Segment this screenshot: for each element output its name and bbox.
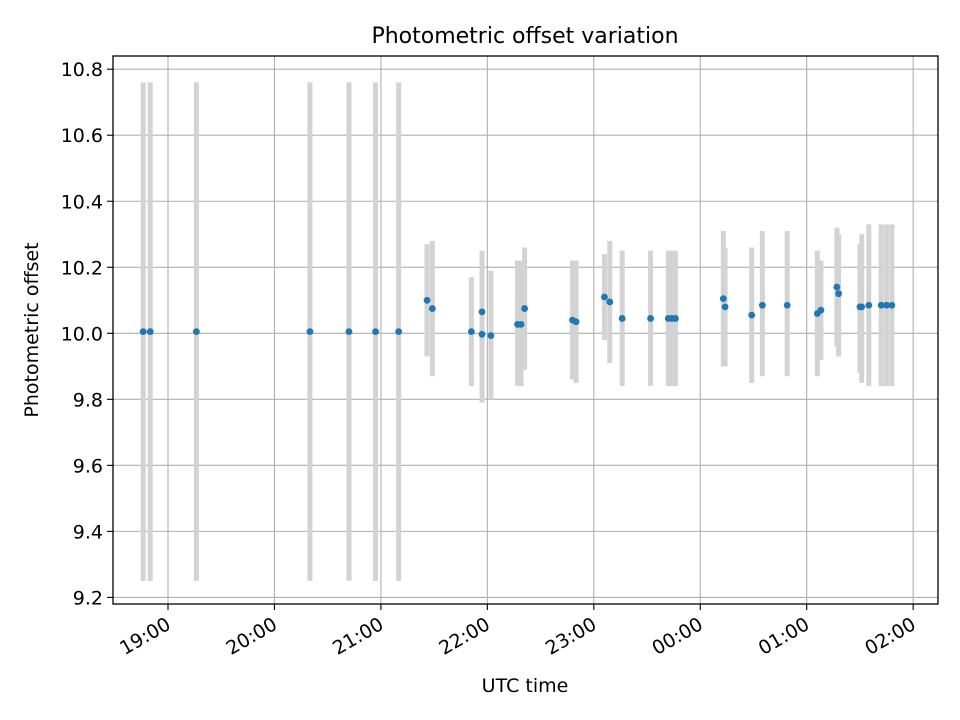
data-point-layer <box>139 283 896 340</box>
data-point <box>517 320 525 328</box>
data-point <box>606 298 614 306</box>
data-point <box>835 290 843 298</box>
data-point <box>833 283 841 291</box>
data-point <box>306 328 314 336</box>
data-point <box>478 308 486 316</box>
y-tick-label: 9.8 <box>73 389 103 411</box>
data-point <box>423 296 431 304</box>
y-axis-ticks: 9.2 9.4 9.6 9.8 10.0 10.2 10.4 10.6 10.8 <box>61 59 113 609</box>
data-point <box>345 328 353 336</box>
y-tick-label: 10.0 <box>61 323 103 345</box>
data-point <box>487 332 495 340</box>
chart-title: Photometric offset variation <box>371 24 678 49</box>
data-point <box>146 328 154 336</box>
data-point <box>748 311 756 319</box>
data-point <box>467 328 475 336</box>
y-tick-label: 10.4 <box>61 191 103 213</box>
data-point <box>817 306 825 314</box>
data-point <box>601 293 608 301</box>
data-point <box>395 328 403 336</box>
data-point <box>883 301 890 309</box>
data-point <box>139 328 147 336</box>
data-point <box>865 301 873 309</box>
data-point <box>888 301 896 309</box>
y-tick-label: 10.2 <box>61 257 103 279</box>
data-point <box>618 315 626 322</box>
data-point <box>428 305 436 312</box>
data-point <box>672 315 679 322</box>
data-point <box>521 305 529 312</box>
data-point <box>721 303 729 311</box>
data-point <box>478 330 486 338</box>
y-tick-label: 10.6 <box>61 125 103 147</box>
data-point <box>719 295 727 303</box>
data-point <box>192 328 200 336</box>
data-point <box>858 303 866 311</box>
y-tick-label: 9.2 <box>73 587 103 609</box>
data-point <box>758 301 766 309</box>
y-tick-label: 9.4 <box>73 521 103 543</box>
y-tick-label: 10.8 <box>61 59 103 81</box>
y-tick-label: 9.6 <box>73 455 103 477</box>
y-axis-label: Photometric offset <box>21 242 43 417</box>
data-point <box>572 318 580 326</box>
data-point <box>372 328 379 336</box>
x-axis-label: UTC time <box>482 675 569 697</box>
plot-frame <box>112 55 939 605</box>
data-point <box>647 315 654 322</box>
data-point <box>877 301 885 309</box>
data-point <box>783 301 791 309</box>
